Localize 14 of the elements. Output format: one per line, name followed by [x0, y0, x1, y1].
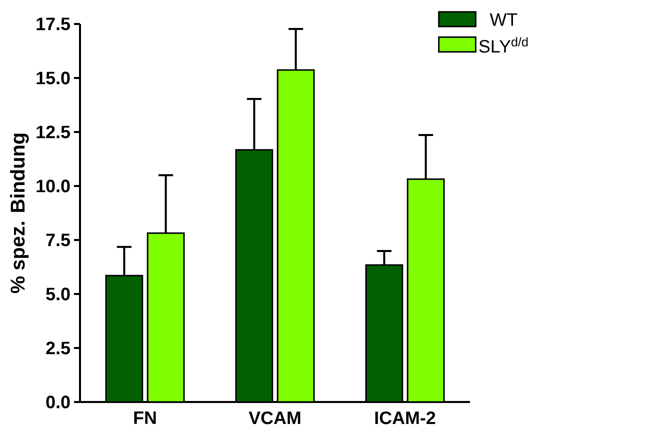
- y-tick-label: 7.5: [46, 234, 70, 246]
- y-tick-label: 12.5: [36, 126, 70, 138]
- legend-label: WT: [490, 13, 518, 26]
- x-tick-label: FN: [134, 411, 156, 424]
- y-tick-label: 15.0: [36, 72, 70, 84]
- x-tick-label: ICAM-2: [375, 411, 436, 424]
- y-tick-label: 2.5: [46, 342, 70, 354]
- legend-label: SLY$^{d/d}$: [479, 37, 528, 53]
- y-tick-label: 10.0: [36, 180, 70, 192]
- x-tick-label: VCAM: [248, 411, 300, 424]
- y-tick-label: 0.0: [46, 396, 70, 408]
- y-axis-title: % spez. Bindung: [10, 134, 29, 294]
- y-tick-label: 5.0: [46, 288, 70, 300]
- y-tick-label: 17.5: [36, 18, 70, 30]
